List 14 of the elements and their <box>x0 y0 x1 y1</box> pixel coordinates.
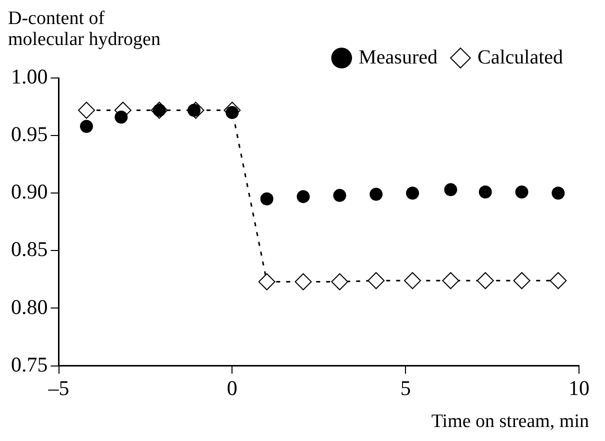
y-tick-label: 0.95 <box>11 122 48 146</box>
x-tick-label: 0 <box>226 376 238 400</box>
y-axis-title: D-content of molecular hydrogen <box>8 8 162 50</box>
x-axis-title: Time on stream, min <box>431 411 589 433</box>
y-tick-label: 0.85 <box>11 237 48 262</box>
y-tick-label: 0.90 <box>11 180 48 204</box>
y-tick-label: 0.75 <box>11 352 48 376</box>
legend-label: Calculated <box>477 46 564 68</box>
y-tick-label: 1.00 <box>11 64 48 89</box>
x-tick-label: 5 <box>400 376 411 400</box>
x-tick-label: –5 <box>47 376 70 400</box>
y-tick-label: 0.80 <box>11 294 48 319</box>
legend-label: Measured <box>358 46 438 68</box>
x-tick-label: 10 <box>568 376 590 400</box>
